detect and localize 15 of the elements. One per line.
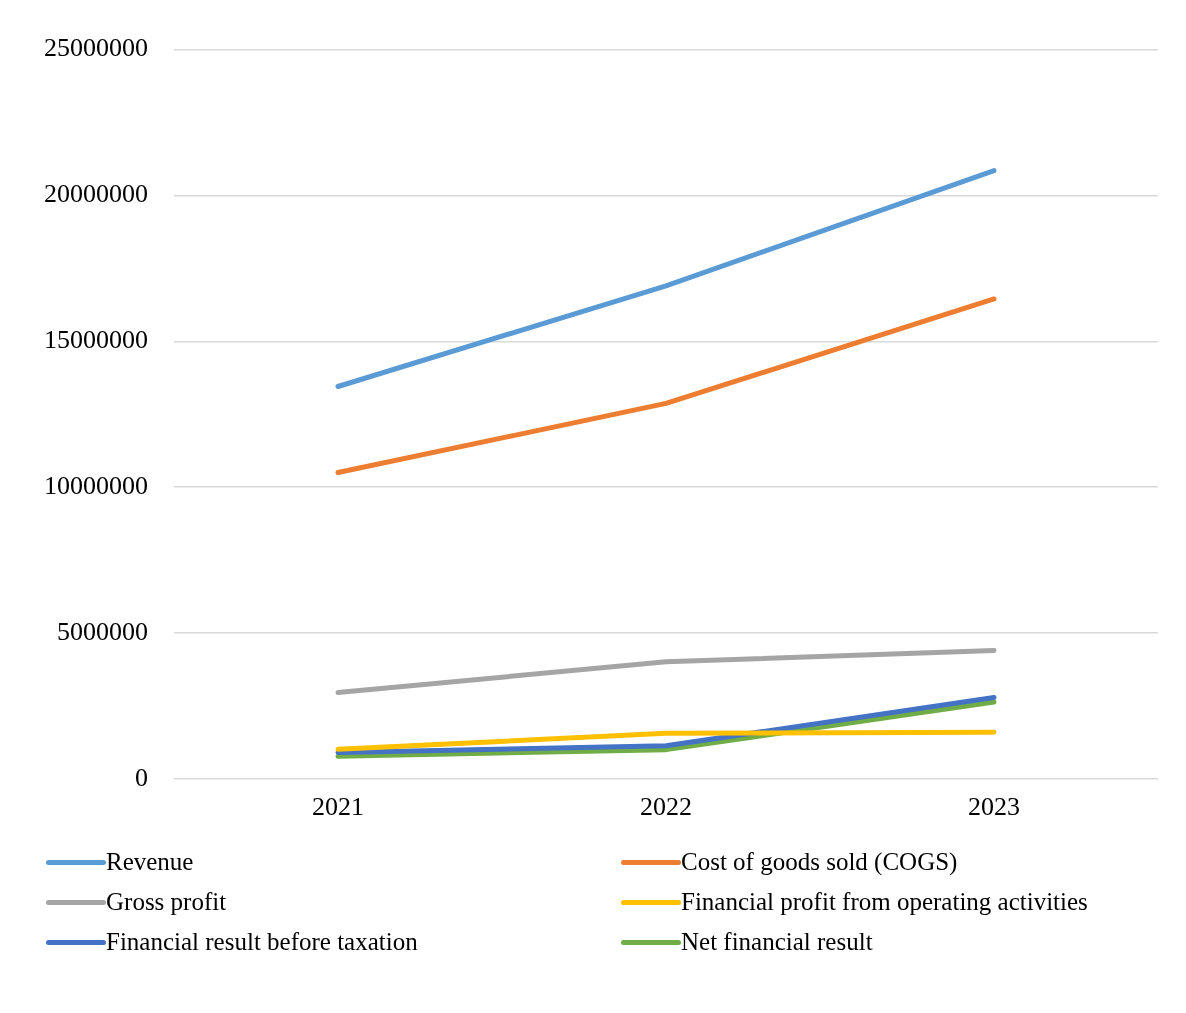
legend-label: Financial result before taxation [106, 928, 418, 956]
y-tick-label: 0 [135, 762, 148, 792]
legend-label: Net financial result [681, 928, 873, 956]
y-tick-label: 25000000 [44, 33, 148, 63]
y-tick-label: 10000000 [44, 470, 148, 500]
legend-label: Financial profit from operating activities [681, 888, 1088, 916]
y-tick-label: 20000000 [44, 179, 148, 209]
x-tick-label: 2023 [968, 792, 1020, 822]
legend-label: Revenue [106, 848, 194, 876]
legend-label: Cost of goods sold (COGS) [681, 848, 958, 876]
y-tick-label: 15000000 [44, 325, 148, 355]
legend-label: Gross profit [106, 888, 227, 916]
y-tick-label: 5000000 [57, 616, 148, 646]
x-tick-label: 2021 [312, 792, 364, 822]
x-tick-label: 2022 [640, 792, 692, 822]
